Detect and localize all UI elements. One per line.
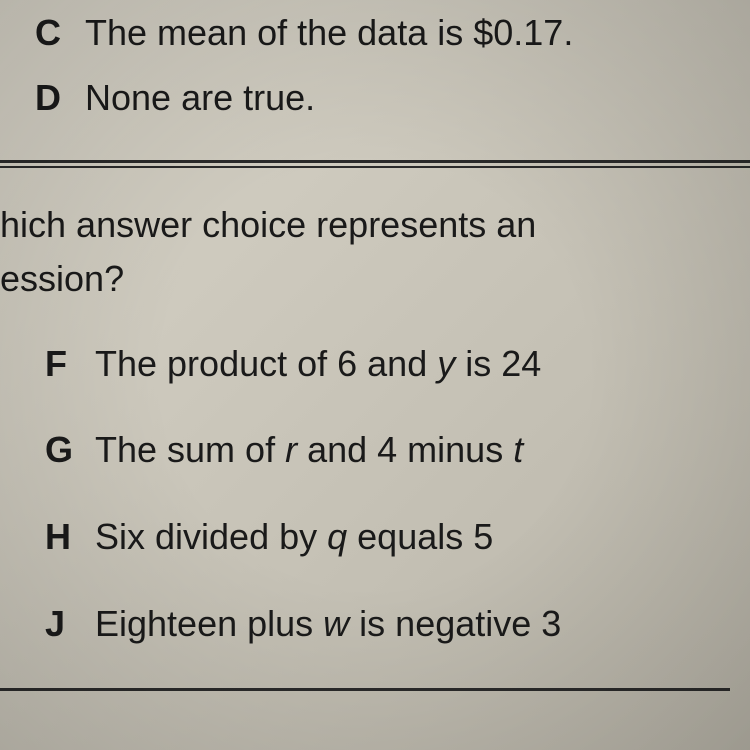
choice-j-row: J Eighteen plus w is negative 3 [0,601,730,648]
choice-f-text: The product of 6 and y is 24 [95,341,541,388]
choice-letter-f: F [45,343,95,385]
bottom-divider [0,688,730,691]
choice-d-text: None are true. [85,75,315,122]
choice-letter-h: H [45,516,95,558]
choice-g-row: G The sum of r and 4 minus t [0,427,730,474]
choice-g-text: The sum of r and 4 minus t [95,427,523,474]
choice-letter-d: D [35,77,85,119]
question-prompt: hich answer choice represents an ession? [0,198,730,306]
choice-letter-c: C [35,12,85,54]
choice-d-row: D None are true. [35,75,730,122]
choice-h-row: H Six divided by q equals 5 [0,514,730,561]
worksheet-page: C The mean of the data is $0.17. D None … [0,0,750,750]
section-divider [0,160,750,168]
choice-c-row: C The mean of the data is $0.17. [35,10,730,57]
choice-f-row: F The product of 6 and y is 24 [0,341,730,388]
choice-c-text: The mean of the data is $0.17. [85,10,573,57]
choice-letter-j: J [45,603,95,645]
choice-j-text: Eighteen plus w is negative 3 [95,601,561,648]
choice-h-text: Six divided by q equals 5 [95,514,493,561]
bottom-question-section: hich answer choice represents an ession?… [0,168,750,711]
top-answer-section: C The mean of the data is $0.17. D None … [0,0,750,160]
choice-letter-g: G [45,429,95,471]
